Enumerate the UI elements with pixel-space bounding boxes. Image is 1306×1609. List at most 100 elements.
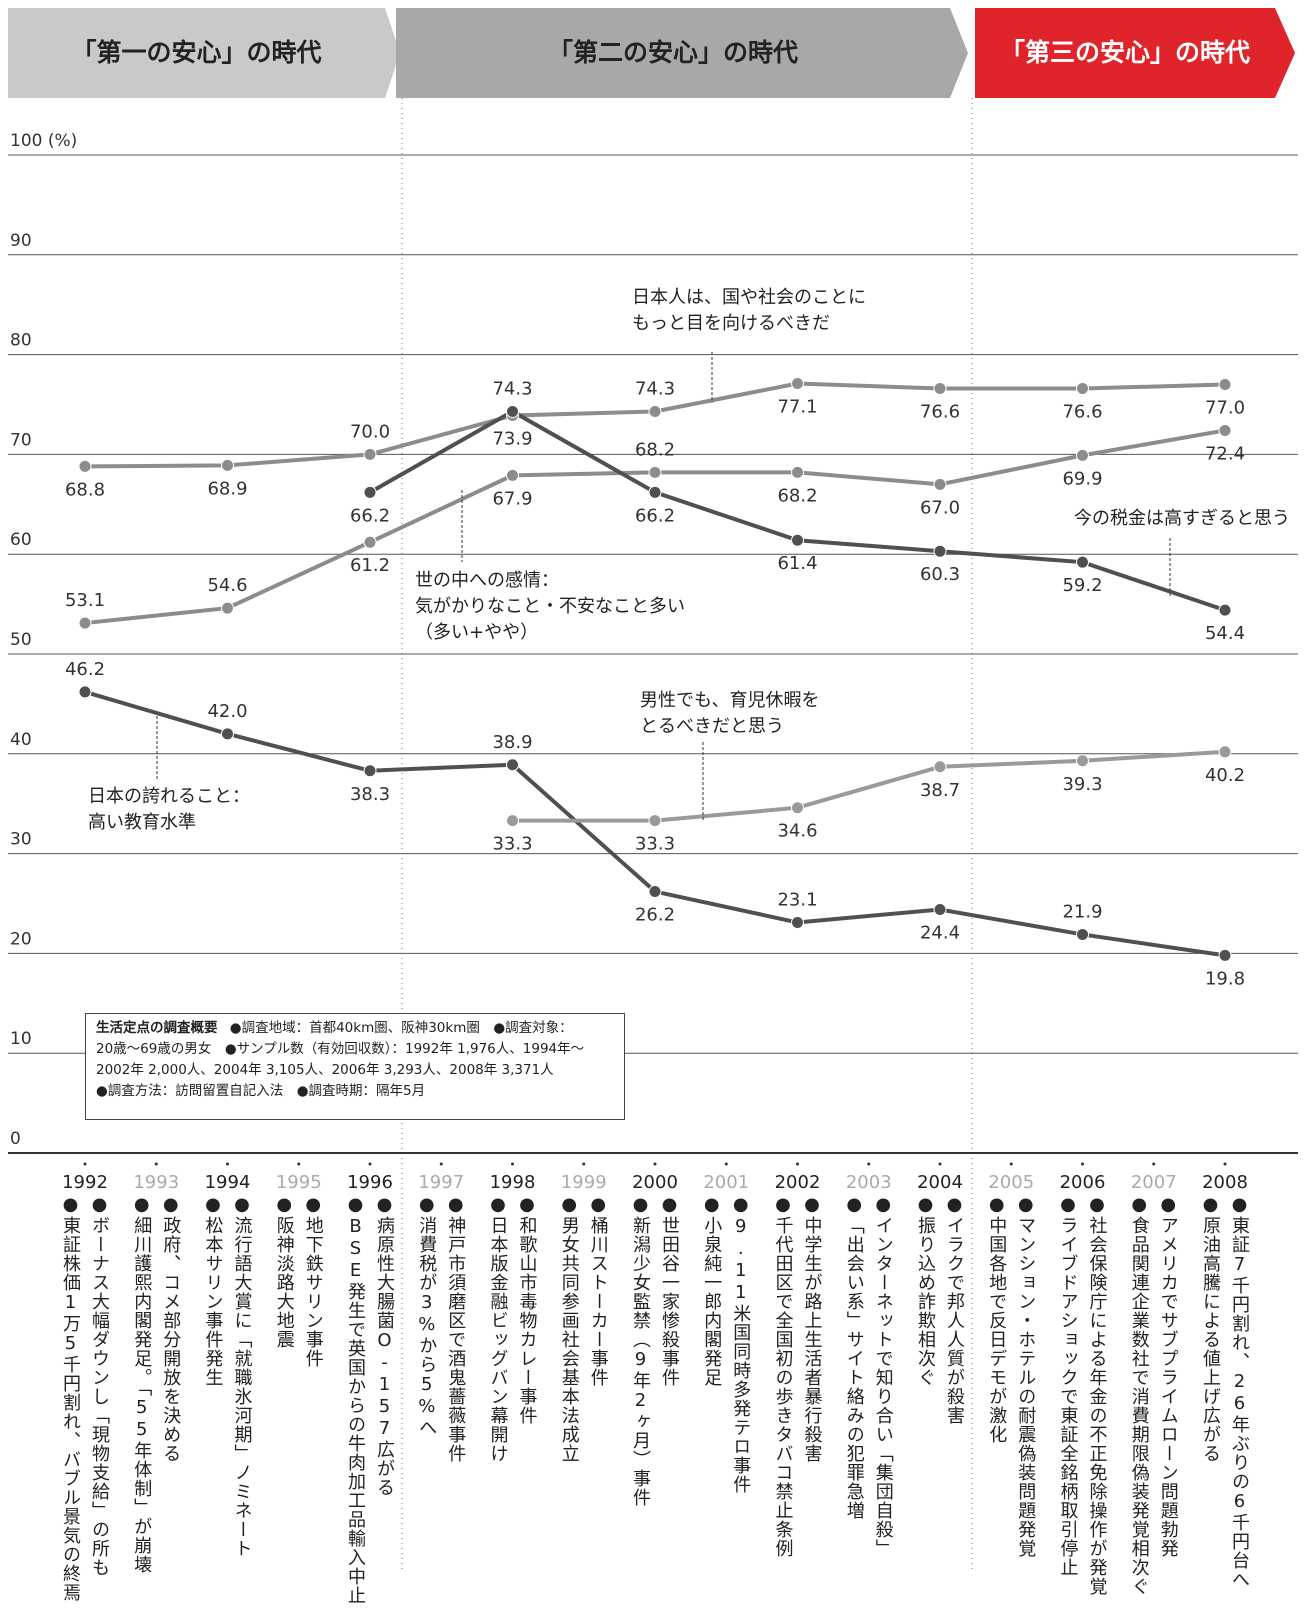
- x-tick-mark: [653, 1162, 657, 1166]
- data-point: [648, 885, 662, 899]
- x-tick-mark: [154, 1162, 158, 1166]
- data-point: [791, 915, 804, 929]
- series-line: [512, 749, 1226, 823]
- data-point: [1076, 927, 1089, 941]
- data-label: 19.8: [1205, 968, 1245, 989]
- era-banner: [396, 8, 968, 98]
- x-tick-mark: [582, 1162, 586, 1166]
- event-text: ●BSE発生で英国からの牛肉加工品輸入中止: [345, 1194, 366, 1605]
- era-label: 「第三の安心」の時代: [999, 38, 1250, 67]
- event-text: ●千代田区で全国初の歩きタバコ禁止条例: [772, 1194, 794, 1558]
- data-point: [933, 760, 947, 774]
- event-text: ●新潟少女監禁（9年2ヶ月）事件: [630, 1194, 651, 1507]
- x-tick-label: 2006: [1060, 1172, 1106, 1193]
- x-tick-label: 2007: [1131, 1172, 1177, 1193]
- data-label: 38.9: [492, 732, 532, 753]
- data-label: 39.3: [1062, 774, 1102, 795]
- data-point: [1076, 555, 1089, 569]
- data-point: [791, 801, 804, 815]
- y-tick-label: 60: [10, 530, 32, 550]
- event-text: ●世田谷一家惨殺事件: [659, 1194, 680, 1387]
- x-tick-label: 2000: [632, 1172, 678, 1193]
- data-point: [78, 459, 92, 473]
- data-point: [933, 382, 947, 396]
- era-banner: [8, 8, 400, 98]
- data-label: 38.7: [920, 780, 960, 801]
- data-point: [648, 485, 662, 499]
- x-tick-label: 1994: [205, 1172, 251, 1193]
- event-text: ●和歌山市毒物カレー事件: [516, 1194, 538, 1425]
- data-label: 68.2: [635, 439, 675, 460]
- era-label: 「第一の安心」の時代: [71, 38, 322, 67]
- data-label: 76.6: [920, 402, 960, 423]
- data-point: [1076, 448, 1089, 462]
- data-label: 77.0: [1205, 398, 1245, 419]
- y-tick-label: 10: [10, 1029, 32, 1049]
- event-text: ●細川護熙内閣発足。「55年体制」が崩壊: [131, 1194, 153, 1574]
- series-label: 日本人は、国や社会のことに もっと目を向けるべきだ: [632, 287, 866, 334]
- y-tick-label: 0: [10, 1129, 21, 1149]
- data-point: [648, 465, 662, 479]
- data-label: 60.3: [920, 564, 960, 585]
- survey-line: ●調査方法：訪問留置自記入法 ●調査時期：隔年5月: [96, 1083, 426, 1099]
- data-label: 68.8: [65, 479, 105, 500]
- data-point: [791, 533, 804, 547]
- event-text: ●松本サリン事件発生: [202, 1194, 224, 1387]
- event-text: ●流行語大賞に「就職氷河期」ノミネート: [231, 1194, 253, 1558]
- data-label: 68.9: [207, 478, 247, 499]
- data-label: 70.0: [350, 421, 390, 442]
- event-text: ●マンション・ホテルの耐震偽装問題発覚: [1015, 1194, 1037, 1558]
- event-text: ●桶川ストーカー事件: [587, 1194, 609, 1387]
- era-label: 「第二の安心」の時代: [547, 38, 798, 67]
- x-tick-label: 1997: [418, 1172, 464, 1193]
- x-tick-mark: [1223, 1162, 1227, 1166]
- survey-box: 生活定点の調査概要 ●調査地域：首都40km圏、阪神30km圏 ●調査対象： 20…: [85, 1013, 625, 1120]
- y-tick-label: 80: [10, 331, 32, 351]
- event-text: ●社会保険庁による年金の不正免除操作が発覚: [1086, 1194, 1108, 1596]
- event-text: ●男女共同参画社会基本法成立: [558, 1194, 580, 1463]
- data-label: 40.2: [1205, 765, 1245, 786]
- event-text: ●振り込め詐欺相次ぐ: [915, 1194, 936, 1387]
- data-point: [78, 616, 92, 630]
- event-text: ●ボーナス大幅ダウンし「現物支給」の所も: [89, 1194, 110, 1577]
- data-label: 21.9: [1062, 901, 1102, 922]
- event-text: ●9.11米国同時多発テロ事件: [730, 1194, 752, 1494]
- data-label: 46.2: [65, 659, 105, 680]
- data-label: 53.1: [65, 590, 105, 611]
- event-text: ●病原性大腸菌O-157広がる: [374, 1194, 395, 1497]
- data-label: 67.9: [492, 488, 532, 509]
- era-banner: [975, 8, 1295, 98]
- data-point: [933, 902, 947, 916]
- data-label: 76.6: [1062, 402, 1102, 423]
- event-text: ●中国各地で反日デモが激化: [986, 1194, 1008, 1444]
- survey-title: 生活定点の調査概要: [96, 1020, 218, 1036]
- x-tick-label: 2003: [846, 1172, 892, 1193]
- data-point: [506, 758, 519, 772]
- x-tick-mark: [867, 1162, 871, 1166]
- event-text: ●東証7千円割れ、26年ぶりの6千円台へ: [1229, 1194, 1250, 1589]
- x-tick-label: 1999: [561, 1172, 607, 1193]
- data-point: [648, 814, 662, 828]
- data-label: 33.3: [635, 834, 675, 855]
- x-tick-mark: [297, 1162, 301, 1166]
- data-point: [1218, 423, 1232, 437]
- x-tick-label: 2004: [917, 1172, 963, 1193]
- x-tick-label: 2001: [703, 1172, 749, 1193]
- data-point: [1076, 754, 1089, 768]
- data-point: [506, 814, 519, 828]
- survey-line: 2002年 2,000人、2004年 3,105人、2006年 3,293人、2…: [96, 1062, 554, 1078]
- y-tick-label: 90: [10, 231, 32, 251]
- data-point: [221, 727, 234, 741]
- y-tick-label: 20: [10, 929, 32, 949]
- data-point: [363, 764, 377, 778]
- event-text: ●インターネットで知り合い「集団自殺」: [872, 1194, 894, 1558]
- event-text: ●「出会い系」サイト絡みの犯罪急増: [843, 1194, 865, 1520]
- x-tick-label: 2002: [775, 1172, 821, 1193]
- data-point: [1218, 603, 1232, 617]
- y-tick-label: 50: [10, 630, 32, 650]
- event-text: ●イラクで邦人人質が殺害: [944, 1194, 965, 1425]
- x-tick-label: 2005: [988, 1172, 1034, 1193]
- event-text: ●政府、コメ部分開放を決める: [160, 1194, 182, 1463]
- x-tick-mark: [1081, 1162, 1084, 1166]
